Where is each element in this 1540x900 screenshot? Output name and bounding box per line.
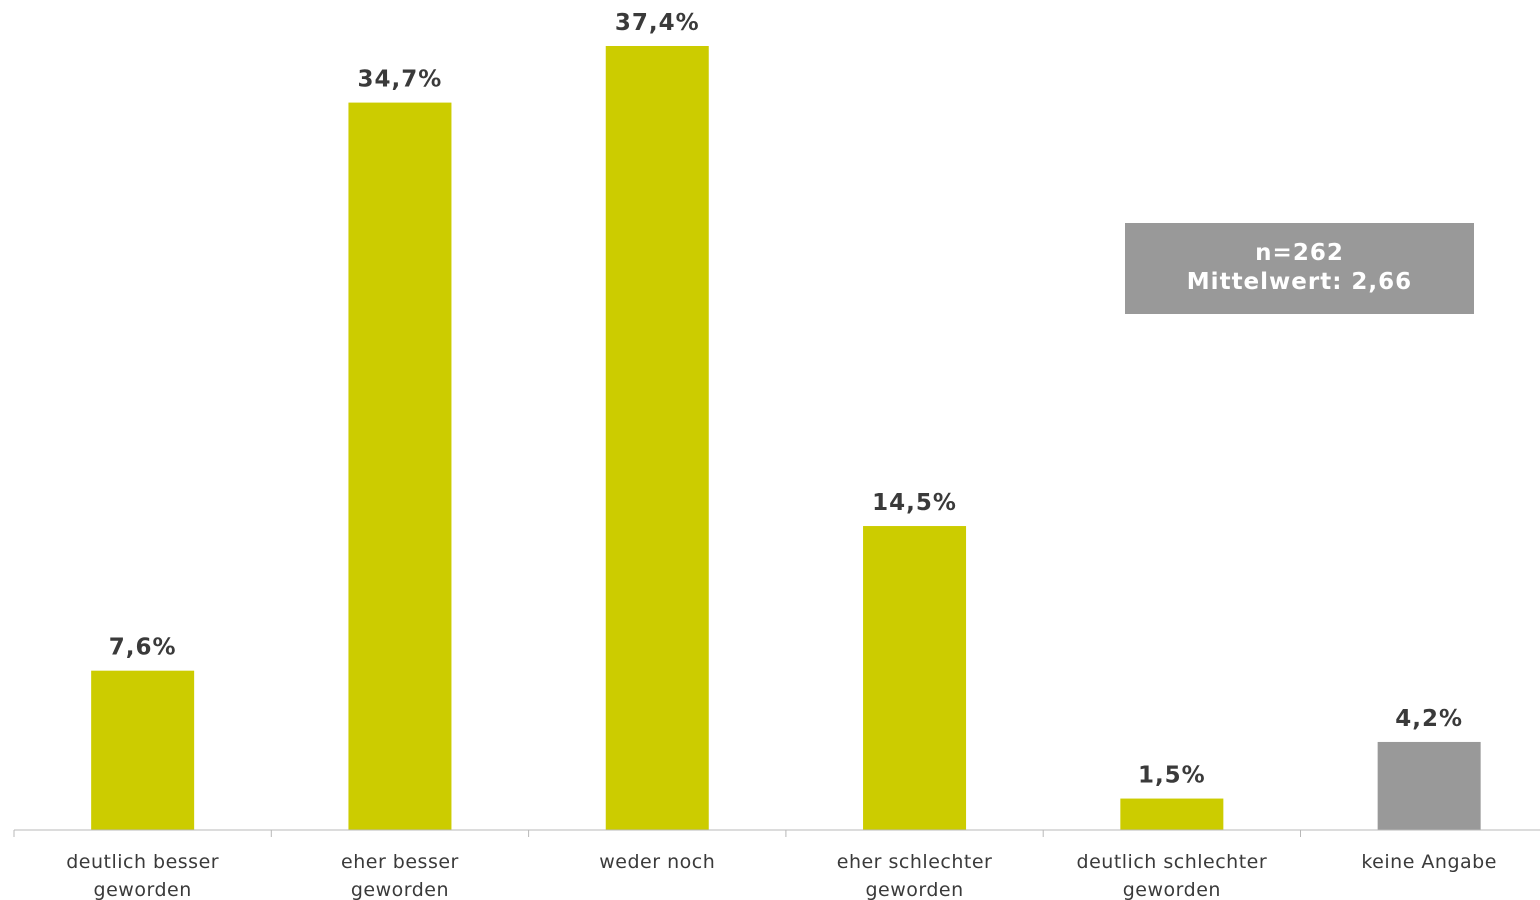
data-label: 4,2% (1395, 706, 1463, 732)
bar (863, 526, 967, 830)
data-label: 34,7% (358, 67, 443, 93)
mean-value-label: Mittelwert: 2,66 (1186, 269, 1413, 295)
info-box: n=262 Mittelwert: 2,66 (1125, 223, 1474, 314)
bar (1377, 741, 1481, 830)
category-label: geworden (1123, 879, 1221, 900)
category-label: geworden (351, 879, 449, 900)
data-label: 14,5% (872, 490, 957, 516)
category-label: deutlich besser (66, 851, 219, 873)
data-label: 1,5% (1138, 763, 1206, 789)
category-label: keine Angabe (1361, 851, 1497, 873)
sample-size-label: n=262 (1255, 240, 1344, 266)
category-label: eher besser (341, 851, 459, 873)
bar (348, 102, 452, 830)
bar (1120, 798, 1224, 830)
data-label: 7,6% (109, 635, 177, 661)
category-label: geworden (865, 879, 963, 900)
data-label: 37,4% (615, 10, 700, 36)
category-label: deutlich schlechter (1077, 851, 1268, 873)
bar (605, 46, 709, 830)
category-label: geworden (94, 879, 192, 900)
bar (91, 670, 195, 830)
category-label: weder noch (599, 851, 715, 873)
category-label: eher schlechter (837, 851, 993, 873)
